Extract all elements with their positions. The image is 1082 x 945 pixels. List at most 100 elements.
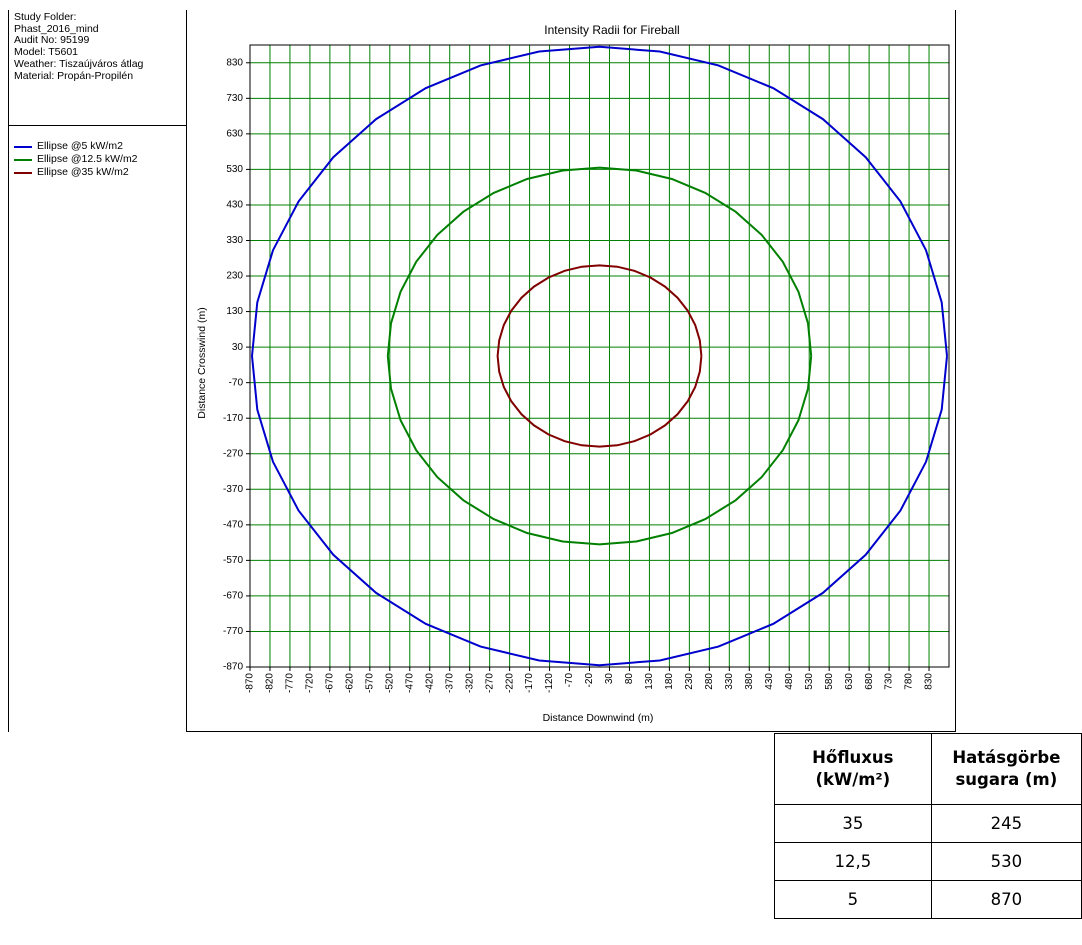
app-window: Study Folder: Phast_2016_mind Audit No: … <box>8 10 956 732</box>
y-tick-label: -170 <box>223 413 243 424</box>
y-tick-label: 430 <box>226 200 243 211</box>
table-cell: 35 <box>774 804 932 843</box>
x-tick-label: -320 <box>464 673 475 693</box>
x-tick-label: 530 <box>804 673 815 690</box>
y-tick-label: -770 <box>223 626 243 637</box>
x-axis-label: Distance Downwind (m) <box>543 712 654 724</box>
x-tick-label: -420 <box>424 673 435 693</box>
ellipse-series-1 <box>386 166 813 546</box>
legend-swatch-red <box>14 171 32 174</box>
header-line: Hatásgörbe <box>952 748 1061 767</box>
y-axis-label: Distance Crosswind (m) <box>196 307 208 418</box>
audit-number: Audit No: 95199 <box>14 34 90 47</box>
material-name: Material: Propán-Propilén <box>14 69 134 82</box>
chart-title: Intensity Radii for Fireball <box>544 23 679 37</box>
header-line: sugara (m) <box>955 770 1058 789</box>
x-tick-label: 230 <box>684 673 695 690</box>
x-tick-label: 280 <box>704 673 715 690</box>
x-tick-label: -20 <box>584 673 595 688</box>
x-tick-label: 430 <box>764 673 775 690</box>
fireball-chart: Intensity Radii for Fireball -870 -820 -77… <box>196 23 950 724</box>
grid-layer <box>249 44 950 668</box>
y-tick-label: 630 <box>226 128 243 139</box>
legend-label: Ellipse @35 kW/m2 <box>37 166 129 178</box>
x-tick-label: 480 <box>784 673 795 690</box>
x-tick-label: -770 <box>285 673 296 693</box>
x-tick-label: 330 <box>724 673 735 690</box>
x-tick-label: -220 <box>504 673 515 693</box>
study-info: Study Folder: Phast_2016_mind Audit No: … <box>14 11 144 82</box>
x-tick-label: -170 <box>524 673 535 693</box>
legend-item-12-5kw: Ellipse @12.5 kW/m2 <box>14 153 138 166</box>
info-panel: Study Folder: Phast_2016_mind Audit No: … <box>9 10 186 732</box>
x-tick-label: -370 <box>444 673 455 693</box>
panel-divider-horizontal <box>9 125 186 126</box>
x-tick-label: 380 <box>744 673 755 690</box>
x-tick-label: -520 <box>384 673 395 693</box>
header-line: Hőfluxus <box>812 748 894 767</box>
y-tick-label: -670 <box>223 591 243 602</box>
x-tick-label: 30 <box>604 673 615 685</box>
panel-divider-vertical <box>186 10 187 732</box>
legend-swatch-green <box>14 158 32 161</box>
y-tick-label: 730 <box>226 93 243 104</box>
legend-item-35kw: Ellipse @35 kW/m2 <box>14 166 138 179</box>
x-tick-label: 780 <box>904 673 915 690</box>
x-tick-label: -470 <box>404 673 415 693</box>
x-tick-label: -670 <box>325 673 336 693</box>
y-tick-label: -270 <box>223 448 243 459</box>
x-tick-label: -270 <box>484 673 495 693</box>
x-tick-label: 830 <box>924 673 935 690</box>
table-row: 12,5 530 <box>774 842 1082 881</box>
x-tick-label: -70 <box>564 673 575 688</box>
chart-bottom-border <box>186 731 956 732</box>
table-cell: 870 <box>930 880 1082 919</box>
x-tick-label: -620 <box>344 673 355 693</box>
ellipse-series-2 <box>496 264 703 448</box>
y-tick-label: 530 <box>226 164 243 175</box>
plot-frame <box>249 44 950 668</box>
y-tick-label: 330 <box>226 235 243 246</box>
study-folder-name: Phast_2016_mind <box>14 22 99 35</box>
table-row: 35 245 <box>774 804 1082 843</box>
y-tick-label: 30 <box>232 342 244 353</box>
model-name: Model: T5601 <box>14 46 79 59</box>
y-tick-label: 130 <box>226 306 243 317</box>
y-tick-label: -570 <box>223 555 243 566</box>
x-tick-label: 130 <box>644 673 655 690</box>
y-tick-label: -70 <box>229 377 244 388</box>
table-cell: 245 <box>930 804 1082 843</box>
legend-label: Ellipse @12.5 kW/m2 <box>37 153 138 165</box>
window-left-border <box>8 10 9 732</box>
x-tick-label: -120 <box>544 673 555 693</box>
table-cell: 12,5 <box>774 842 932 881</box>
y-tick-label: 830 <box>226 57 243 68</box>
tick-layer: -870 -820 -770 -720 -670 -620 -570 -520 -470 -420… <box>223 57 935 693</box>
x-tick-label: -720 <box>305 673 316 693</box>
heat-flux-table: Hőfluxus (kW/m²) Hatásgörbe sugara (m) 3… <box>774 733 1082 919</box>
x-tick-label: -870 <box>245 673 256 693</box>
chart-legend: Ellipse @5 kW/m2 Ellipse @12.5 kW/m2 Ell… <box>14 140 138 179</box>
x-tick-label: 180 <box>664 673 675 690</box>
legend-label: Ellipse @5 kW/m2 <box>37 140 123 152</box>
x-tick-label: 730 <box>884 673 895 690</box>
series-layer <box>250 45 948 667</box>
x-tick-label: 680 <box>864 673 875 690</box>
x-tick-label: 580 <box>824 673 835 690</box>
chart-right-border <box>955 10 956 732</box>
legend-swatch-blue <box>14 145 32 148</box>
y-tick-label: -370 <box>223 484 243 495</box>
table-cell: 5 <box>774 880 932 919</box>
y-tick-label: -870 <box>223 662 243 673</box>
ellipse-series-0 <box>250 45 948 667</box>
header-radius: Hatásgörbe sugara (m) <box>930 733 1082 805</box>
x-tick-label: 630 <box>844 673 855 690</box>
x-tick-label: -820 <box>265 673 276 693</box>
weather-name: Weather: Tiszaújváros átlag <box>14 57 144 70</box>
study-folder-label: Study Folder: <box>14 11 77 23</box>
header-line: (kW/m²) <box>815 770 891 789</box>
x-tick-label: 80 <box>624 673 635 685</box>
table-row: 5 870 <box>774 880 1082 919</box>
table-header-row: Hőfluxus (kW/m²) Hatásgörbe sugara (m) <box>774 733 1082 805</box>
x-tick-label: -570 <box>364 673 375 693</box>
